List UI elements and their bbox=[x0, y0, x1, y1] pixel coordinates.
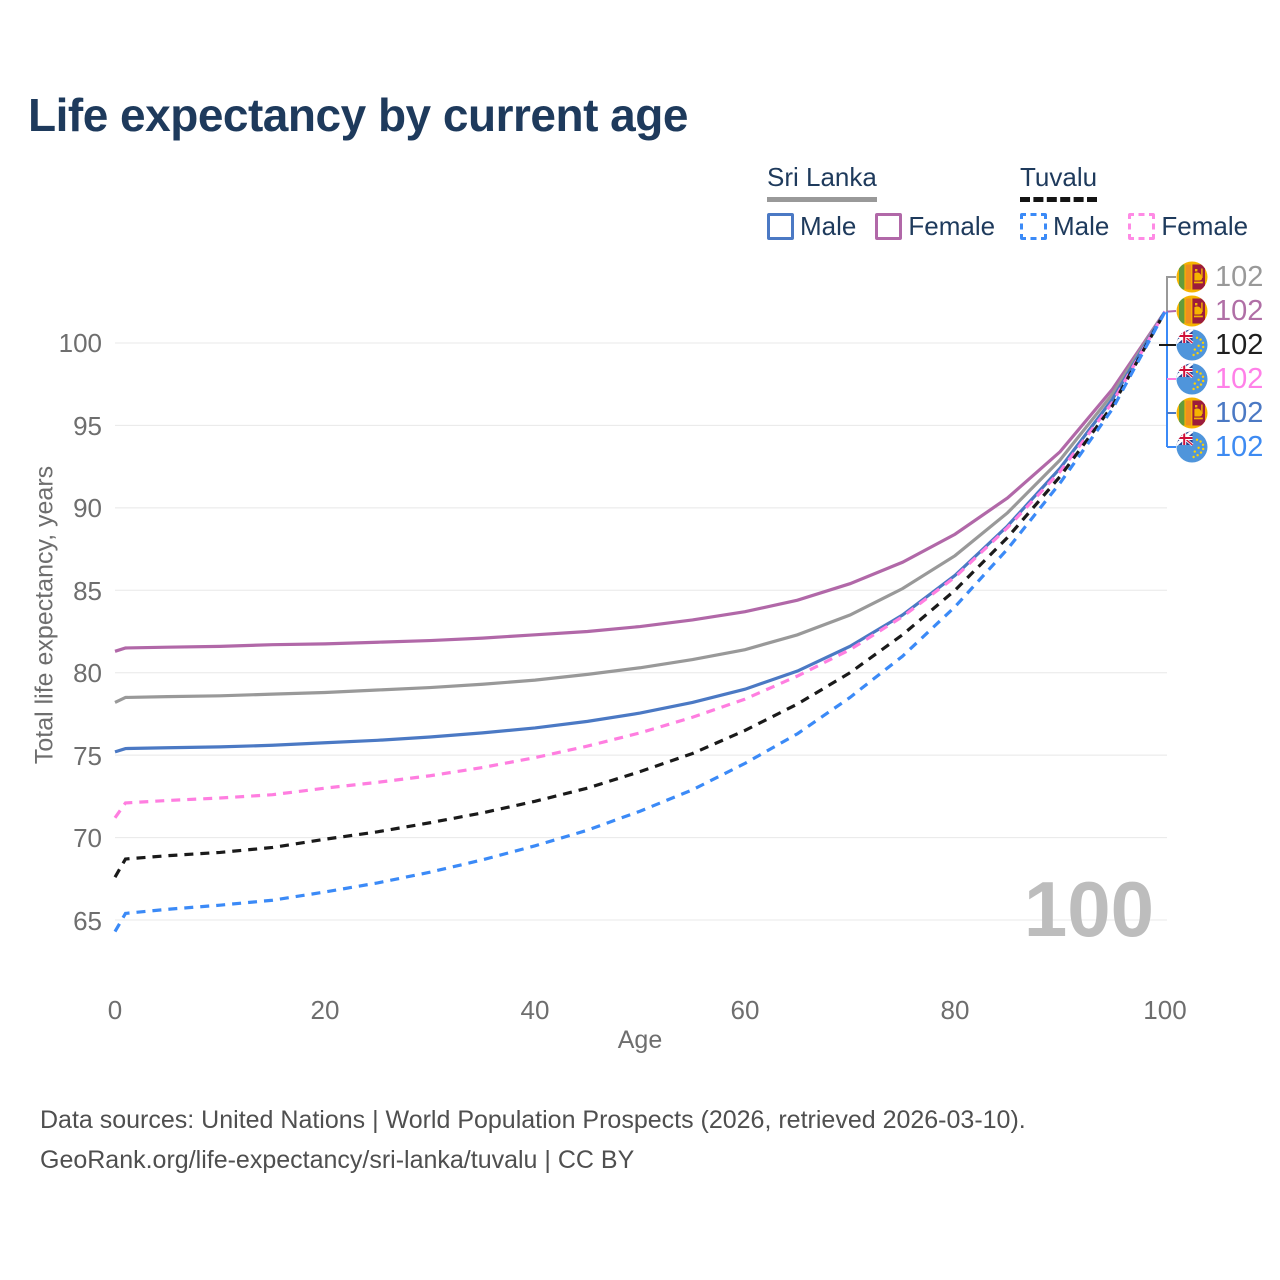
end-value: 102 bbox=[1215, 431, 1264, 463]
sri-lanka-flag-icon bbox=[1176, 261, 1208, 293]
end-label-sri-lanka-both: 102 bbox=[1176, 261, 1263, 293]
page-title: Life expectancy by current age bbox=[28, 89, 688, 141]
y-tick-label: 95 bbox=[73, 411, 102, 441]
legend-swatch-tuvalu-male bbox=[1020, 213, 1047, 240]
sri-lanka-flag-icon bbox=[1176, 295, 1208, 327]
legend-label-tuvalu-male: Male bbox=[1053, 211, 1110, 241]
y-axis-title: Total life expectancy, years bbox=[30, 465, 59, 765]
x-tick-label: 100 bbox=[1143, 995, 1187, 1025]
tuvalu-flag-icon bbox=[1176, 363, 1208, 395]
end-label-sri-lanka-male: 102 bbox=[1176, 397, 1263, 429]
end-label-tuvalu-female: 102 bbox=[1176, 363, 1263, 395]
end-label-tuvalu-both: 102 bbox=[1176, 329, 1263, 361]
legend-group-tuvalu: Tuvalu Male Female bbox=[1020, 162, 1248, 242]
x-tick-label: 0 bbox=[107, 995, 123, 1025]
end-value: 102 bbox=[1215, 261, 1264, 293]
end-value: 102 bbox=[1215, 329, 1264, 361]
age-frame-watermark: 100 bbox=[1023, 865, 1154, 953]
end-label-sri-lanka-female: 102 bbox=[1176, 295, 1263, 327]
legend-swatch-sri-lanka-male bbox=[767, 213, 794, 240]
legend-label-sri-lanka-male: Male bbox=[800, 211, 857, 241]
y-tick-label: 100 bbox=[58, 328, 102, 358]
footer-attribution: GeoRank.org/life-expectancy/sri-lanka/tu… bbox=[40, 1146, 635, 1174]
legend-swatch-sri-lanka-female bbox=[875, 213, 903, 240]
x-tick-label: 20 bbox=[310, 995, 340, 1025]
end-value: 102 bbox=[1215, 363, 1264, 395]
y-tick-label: 75 bbox=[73, 741, 102, 771]
y-tick-label: 90 bbox=[73, 493, 102, 523]
x-axis-title: Age bbox=[617, 1026, 663, 1054]
y-tick-label: 65 bbox=[73, 906, 102, 936]
end-label-tuvalu-male: 102 bbox=[1176, 431, 1263, 463]
tuvalu-flag-icon bbox=[1176, 329, 1208, 361]
x-tick-label: 80 bbox=[940, 995, 970, 1025]
y-tick-label: 85 bbox=[73, 576, 102, 606]
legend-label-tuvalu-female: Female bbox=[1161, 211, 1249, 241]
end-value: 102 bbox=[1215, 397, 1264, 429]
x-tick-label: 40 bbox=[520, 995, 550, 1025]
footer-data-sources: Data sources: United Nations | World Pop… bbox=[40, 1106, 1026, 1134]
legend-swatch-tuvalu-female bbox=[1128, 213, 1156, 240]
sri-lanka-flag-icon bbox=[1176, 397, 1208, 429]
legend-group-sri-lanka: Sri Lanka Male Female bbox=[767, 162, 995, 242]
legend-label-sri-lanka-female: Female bbox=[908, 211, 996, 241]
y-tick-label: 80 bbox=[73, 658, 102, 688]
y-tick-label: 70 bbox=[73, 823, 102, 853]
legend-country-sri-lanka: Sri Lanka bbox=[767, 162, 877, 202]
end-value: 102 bbox=[1215, 295, 1264, 327]
tuvalu-flag-icon bbox=[1176, 431, 1208, 463]
legend-country-tuvalu: Tuvalu bbox=[1020, 162, 1098, 202]
x-tick-label: 60 bbox=[730, 995, 760, 1025]
